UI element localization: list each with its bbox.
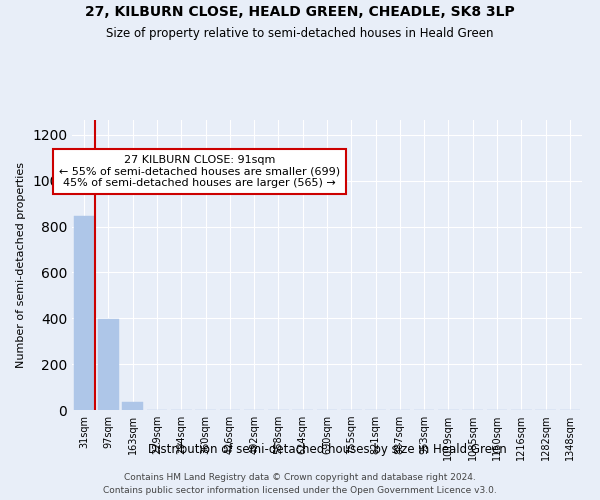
Text: Contains HM Land Registry data © Crown copyright and database right 2024.: Contains HM Land Registry data © Crown c…	[124, 472, 476, 482]
Bar	[98, 318, 119, 410]
Text: Distribution of semi-detached houses by size in Heald Green: Distribution of semi-detached houses by …	[148, 442, 506, 456]
Text: Contains public sector information licensed under the Open Government Licence v3: Contains public sector information licen…	[103, 486, 497, 495]
Bar	[74, 216, 94, 410]
Text: Size of property relative to semi-detached houses in Heald Green: Size of property relative to semi-detach…	[106, 28, 494, 40]
Text: 27, KILBURN CLOSE, HEALD GREEN, CHEADLE, SK8 3LP: 27, KILBURN CLOSE, HEALD GREEN, CHEADLE,…	[85, 5, 515, 19]
Y-axis label: Number of semi-detached properties: Number of semi-detached properties	[16, 162, 26, 368]
Text: 27 KILBURN CLOSE: 91sqm
← 55% of semi-detached houses are smaller (699)
45% of s: 27 KILBURN CLOSE: 91sqm ← 55% of semi-de…	[59, 155, 340, 188]
Bar	[122, 402, 143, 410]
